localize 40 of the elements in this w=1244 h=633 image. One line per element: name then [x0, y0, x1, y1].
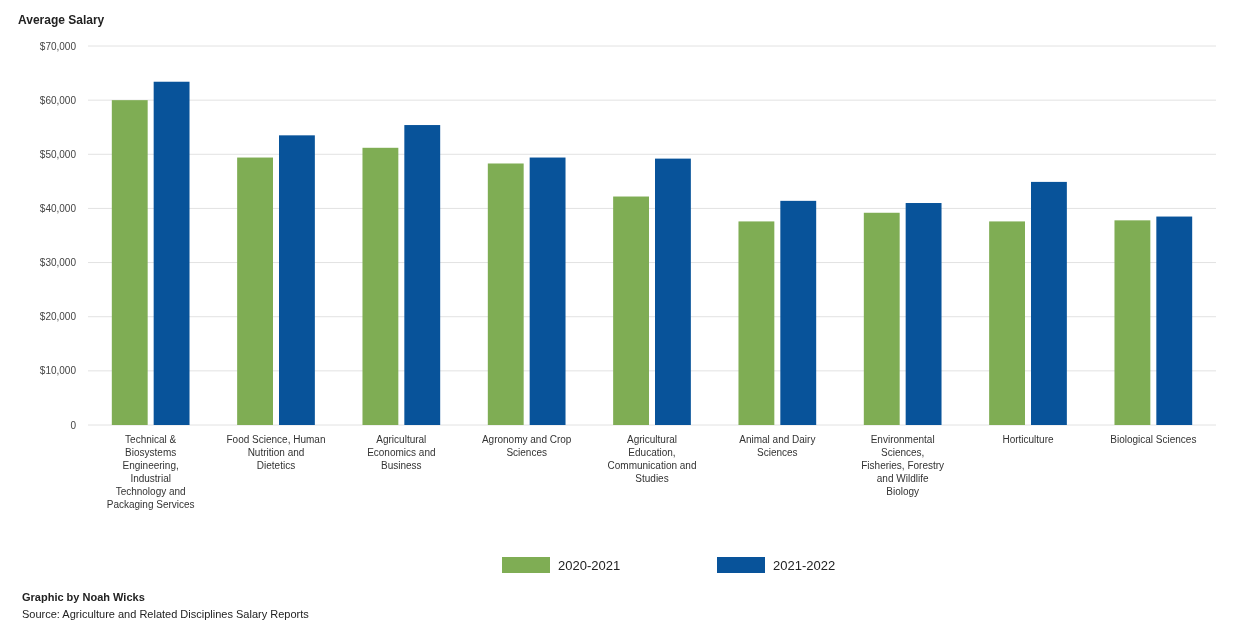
- x-tick-label: Horticulture: [1002, 434, 1054, 445]
- x-tick-label: Environmental Sciences, Fisheries, Forestry and Wildlife Biology: [861, 434, 945, 497]
- y-tick-label: $50,000: [39, 148, 77, 160]
- text: Graphic by Noah Wicks: [22, 591, 145, 603]
- y-tick-label: $40,000: [39, 202, 77, 214]
- legend-label: 2020-2021: [558, 557, 621, 573]
- bar: [905, 203, 942, 425]
- bar: [487, 163, 524, 425]
- bar: [237, 157, 273, 425]
- bar: [362, 147, 399, 425]
- bar: [738, 221, 775, 425]
- source-note: Source: Agriculture and Related Disciplines Salary Reports: [22, 608, 310, 620]
- x-tick-label: Biological Sciences: [1110, 434, 1197, 445]
- y-tick-label: $10,000: [39, 365, 77, 377]
- bar: [989, 221, 1025, 425]
- bar: [1114, 220, 1151, 425]
- bar: [655, 158, 691, 425]
- y-tick-label: $30,000: [39, 257, 77, 269]
- bar: [529, 157, 566, 425]
- bar: [1156, 216, 1193, 425]
- y-tick-label: $60,000: [39, 94, 77, 106]
- x-tick-label: Agronomy and Crop Sciences: [481, 434, 572, 458]
- y-tick-label: $20,000: [39, 311, 77, 323]
- bar: [863, 212, 900, 425]
- bar: [111, 100, 148, 425]
- x-tick-label: Animal and Dairy Sciences: [739, 434, 816, 458]
- y-tick-label: 0: [70, 419, 77, 431]
- bar: [613, 196, 649, 425]
- x-tick-label: Agricultural Education, Communication and Studies: [607, 434, 697, 484]
- bar: [153, 81, 190, 425]
- x-tick-label: Agricultural Economics and Business: [367, 434, 436, 471]
- y-tick-label: $70,000: [39, 40, 77, 52]
- y-axis-title: Average Salary: [18, 13, 105, 27]
- bar: [1031, 181, 1067, 425]
- x-tick-label: Food Science, Human Nutrition and Dietetics: [226, 434, 326, 471]
- legend-label: 2021-2022: [773, 557, 836, 573]
- bar: [780, 200, 817, 425]
- bar: [404, 125, 441, 425]
- x-tick-label: Technical & Biosystems Engineering, Industrial Technology and Packaging Services: [106, 434, 195, 510]
- bar: [279, 135, 315, 425]
